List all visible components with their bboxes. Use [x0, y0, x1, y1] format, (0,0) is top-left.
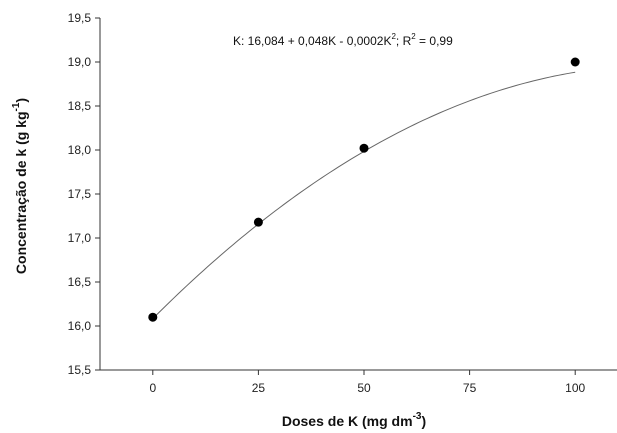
data-point — [253, 217, 263, 227]
equation-annotation: K: 16,084 + 0,048K - 0,0002K2; R2 = 0,99 — [233, 32, 453, 48]
y-tick-label: 17,5 — [68, 187, 92, 201]
y-tick-label: 16,0 — [68, 319, 92, 333]
y-tick-label: 18,0 — [68, 143, 92, 157]
data-point — [359, 143, 369, 153]
x-ticks: 0 25 50 75 100 — [149, 370, 586, 395]
y-axis-title: Concentração de k (g kg-1) — [11, 98, 29, 274]
y-tick-label: 18,5 — [68, 99, 92, 113]
y-ticks: 15,5 16,0 16,5 17,0 17,5 18,0 18,5 19,0 19,5 — [68, 11, 100, 377]
y-tick-label: 19,0 — [68, 55, 92, 69]
x-tick-label: 25 — [252, 381, 266, 395]
data-point — [570, 57, 580, 67]
y-tick-label: 15,5 — [68, 363, 92, 377]
y-tick-label: 17,0 — [68, 231, 92, 245]
y-tick-label: 16,5 — [68, 275, 92, 289]
x-axis-title: Doses de K (mg dm-3) — [282, 411, 426, 429]
x-tick-label: 0 — [149, 381, 156, 395]
y-tick-label: 19,5 — [68, 11, 92, 25]
data-points — [148, 57, 580, 322]
fit-curve — [152, 71, 576, 319]
plot-area: 15,5 16,0 16,5 17,0 17,5 18,0 18,5 19,0 19,5 0 25… — [68, 11, 617, 395]
x-tick-label: 75 — [463, 381, 477, 395]
x-tick-label: 100 — [565, 381, 585, 395]
x-tick-label: 50 — [357, 381, 371, 395]
data-point — [148, 312, 158, 322]
